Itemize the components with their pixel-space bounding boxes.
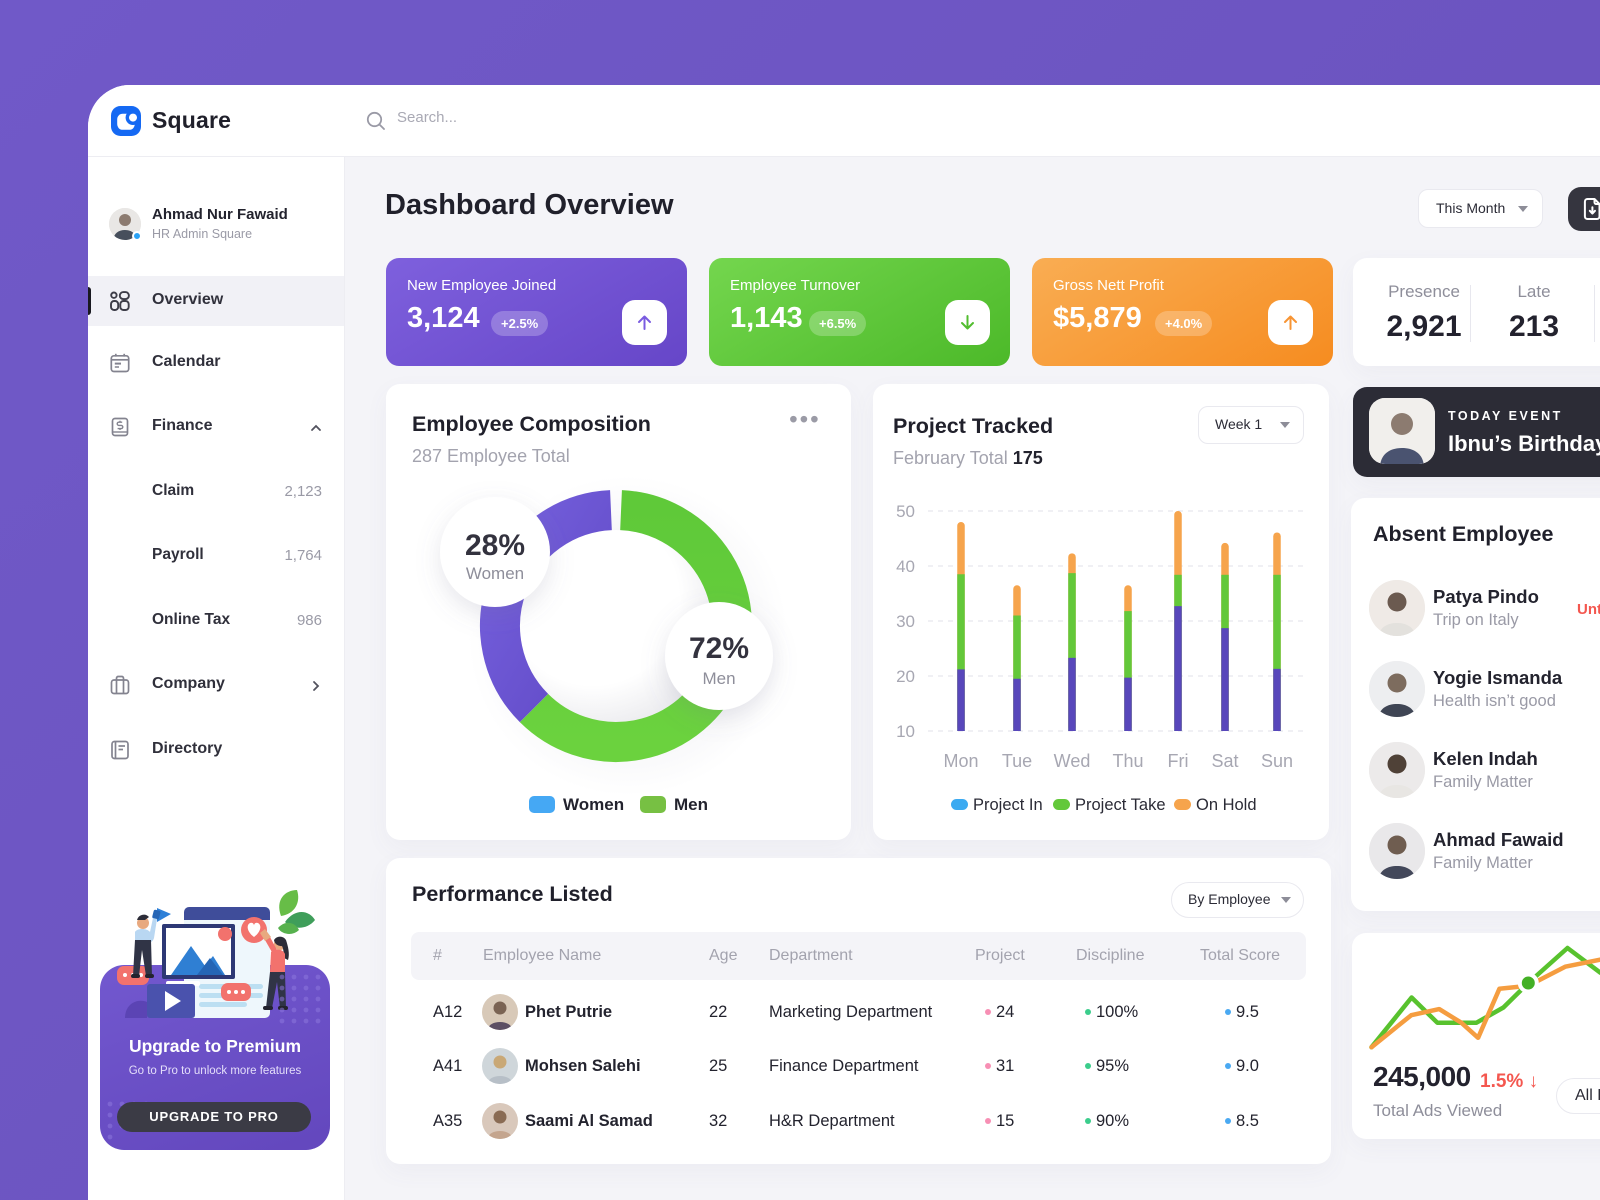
svg-text:Women: Women (563, 795, 624, 814)
svg-text:Fri: Fri (1168, 751, 1189, 771)
svg-text:Tue: Tue (1002, 751, 1032, 771)
svg-text:28%: 28% (465, 529, 525, 562)
svg-text:On Hold: On Hold (1196, 796, 1257, 814)
svg-text:Sat: Sat (1211, 751, 1238, 771)
svg-text:Men: Men (674, 795, 708, 814)
svg-text:Sun: Sun (1261, 751, 1293, 771)
svg-text:20: 20 (896, 667, 915, 686)
svg-text:Project In: Project In (973, 796, 1043, 814)
svg-text:Mon: Mon (943, 751, 978, 771)
svg-text:30: 30 (896, 612, 915, 631)
svg-text:10: 10 (896, 722, 915, 741)
svg-text:40: 40 (896, 557, 915, 576)
svg-text:Men: Men (702, 669, 735, 688)
svg-text:50: 50 (896, 502, 915, 521)
svg-text:Thu: Thu (1112, 751, 1143, 771)
svg-text:Project Take: Project Take (1075, 796, 1166, 814)
svg-text:Wed: Wed (1054, 751, 1091, 771)
svg-text:72%: 72% (689, 632, 749, 665)
svg-text:Women: Women (466, 564, 524, 583)
